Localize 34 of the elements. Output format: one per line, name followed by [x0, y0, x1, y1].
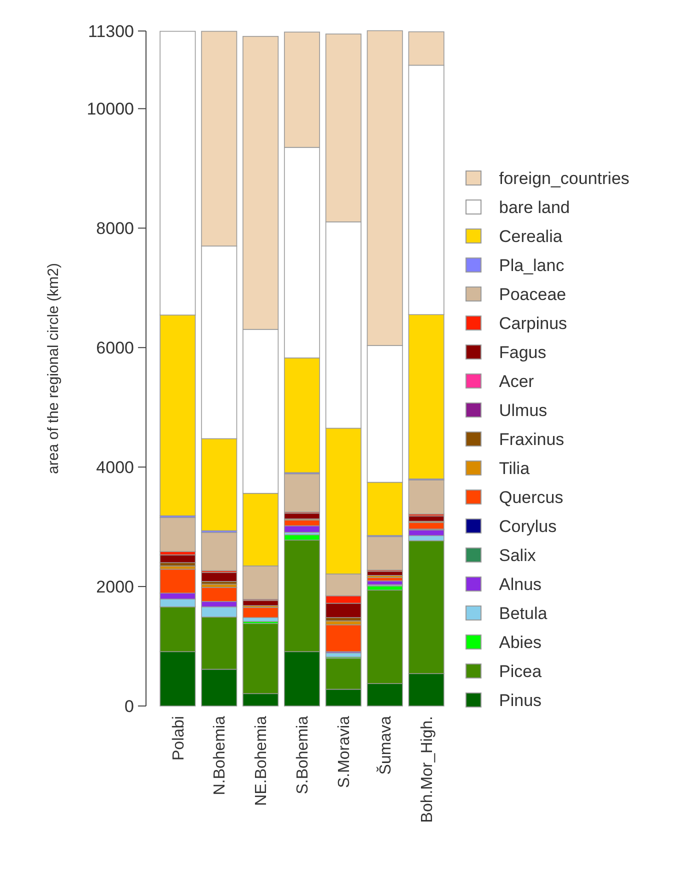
legend-label: Ulmus	[499, 400, 548, 420]
legend-label: Alnus	[499, 574, 542, 594]
legend-label: foreign_countries	[499, 168, 630, 188]
legend-label: Tilia	[499, 458, 530, 478]
legend-label: Fagus	[499, 342, 546, 362]
x-tick-label: Šumava	[376, 716, 394, 775]
x-tick-label: Boh.Mor_High.	[418, 716, 436, 823]
legend-label: Quercus	[499, 488, 564, 507]
x-tick-label: NE.Bohemia	[253, 716, 270, 806]
legend-label: Abies	[499, 632, 542, 652]
legend-label: bare land	[499, 198, 570, 217]
legend-label: Carpinus	[499, 314, 568, 333]
y-tick-label: 6000	[96, 338, 134, 358]
y-tick-label: 8000	[96, 219, 134, 238]
x-tick-label: N.Bohemia	[212, 716, 229, 796]
legend-label: Poaceae	[499, 284, 566, 304]
y-tick-label: 11300	[88, 22, 134, 41]
legend-label: Cerealia	[499, 226, 563, 246]
y-tick-label: 4000	[96, 458, 134, 478]
y-tick-label: 2000	[96, 577, 134, 596]
legend-label: Acer	[499, 372, 534, 391]
legend-label: Fraxinus	[499, 430, 564, 449]
legend-label: Pla_lanc	[499, 256, 565, 275]
x-tick-label: S.Moravia	[336, 716, 354, 788]
x-tick-label: Polabi	[170, 716, 188, 760]
y-tick-label: 10000	[86, 100, 134, 119]
legend-label: Salix	[499, 546, 536, 565]
legend-label: Picea	[499, 662, 542, 681]
legend-label: Pinus	[499, 690, 542, 710]
legend-label: Corylus	[499, 516, 557, 536]
legend-label: Betula	[499, 604, 548, 623]
y-tick-label: 0	[124, 696, 134, 716]
y-axis-title: area of the regional circle (km2)	[45, 263, 62, 474]
x-tick-label: S.Bohemia	[294, 716, 312, 794]
